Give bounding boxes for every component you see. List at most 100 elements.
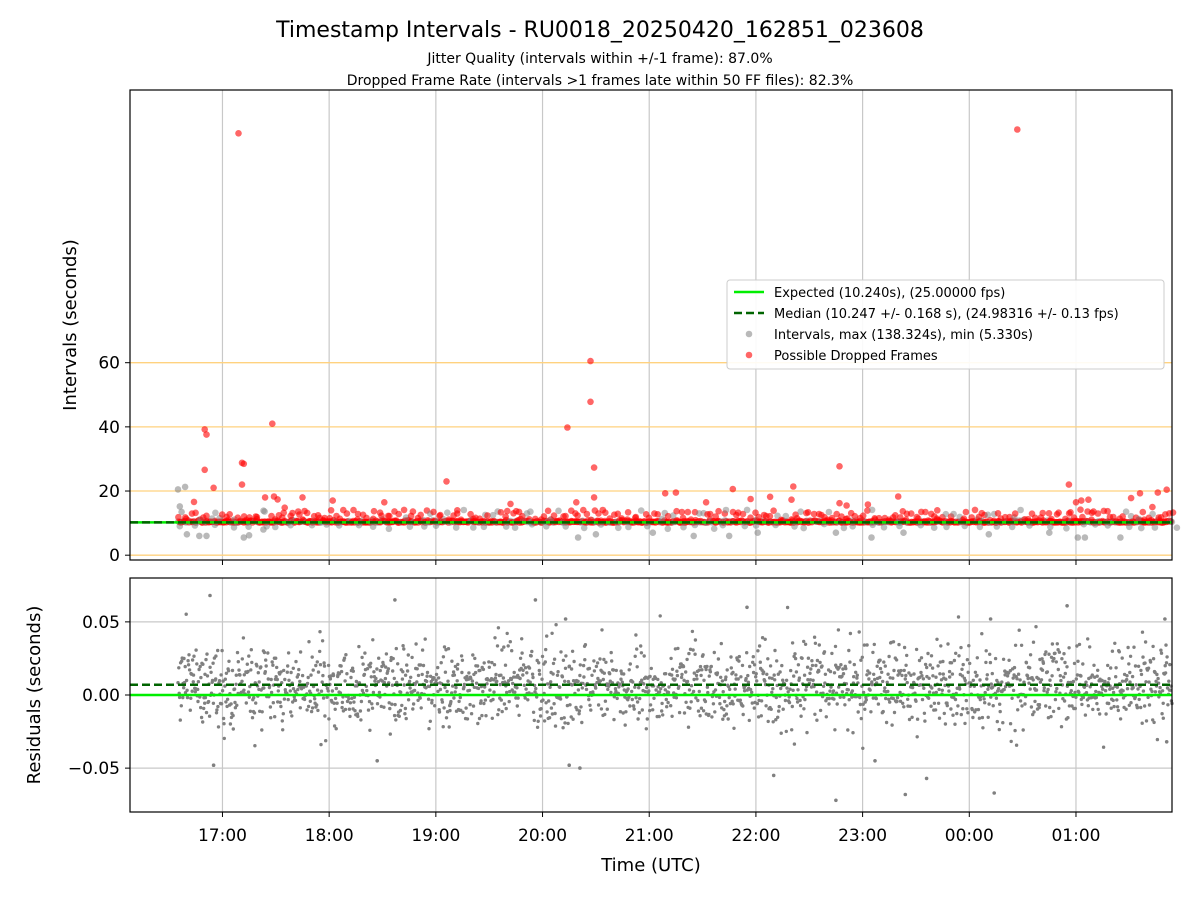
residual-point: [523, 696, 527, 700]
residual-point: [347, 697, 351, 701]
residual-point: [881, 679, 885, 684]
residual-point: [637, 686, 641, 690]
residual-point: [763, 679, 767, 683]
residual-point: [614, 668, 618, 673]
residual-point: [670, 714, 674, 718]
interval-point: [1151, 524, 1159, 531]
residual-point: [724, 675, 728, 679]
residual-point: [547, 716, 552, 720]
residual-point: [302, 685, 306, 689]
residual-point: [705, 685, 710, 689]
residual-point: [374, 676, 378, 681]
residual-point: [561, 726, 565, 730]
residual-point: [936, 664, 940, 668]
residual-point: [1046, 687, 1050, 692]
residual-point: [388, 706, 392, 711]
residual-point: [824, 715, 828, 719]
residual-point: [296, 687, 300, 692]
residual-point: [613, 687, 618, 691]
residual-point: [670, 667, 675, 671]
dropped-frame-point: [1045, 510, 1053, 517]
residual-point: [1079, 674, 1083, 678]
residual-point: [602, 671, 606, 675]
residual-point: [582, 675, 586, 679]
residual-point: [477, 716, 482, 721]
residual-point: [450, 659, 454, 663]
dropped-frame-point: [386, 512, 393, 520]
residual-point: [321, 696, 326, 700]
residual-point: [642, 682, 646, 686]
residual-point: [360, 655, 364, 660]
residual-point: [656, 677, 660, 682]
residual-point: [959, 712, 963, 717]
residual-point: [549, 706, 554, 710]
residual-point: [544, 647, 548, 652]
dropped-frame-point: [766, 512, 774, 520]
residual-point: [618, 682, 622, 687]
dropped-frame-point: [793, 515, 801, 522]
residual-point: [580, 720, 584, 725]
interval-point: [543, 523, 550, 530]
residual-point: [802, 673, 807, 677]
residual-point: [453, 664, 458, 669]
residual-point: [516, 696, 520, 700]
residual-point: [527, 666, 532, 670]
residual-point: [220, 648, 224, 653]
residual-point: [698, 664, 703, 669]
residual-point: [651, 708, 655, 712]
residual-point: [631, 704, 636, 708]
dropped-frame-point: [587, 357, 594, 365]
residual-point: [423, 637, 427, 641]
residual-point: [751, 655, 755, 659]
residual-point: [204, 657, 208, 662]
residual-point: [357, 644, 361, 649]
residual-point: [920, 674, 924, 678]
residual-point: [847, 648, 851, 653]
residual-point: [592, 669, 597, 673]
residual-point: [701, 709, 706, 713]
residual-point: [195, 662, 199, 666]
residual-point: [687, 688, 692, 692]
dropped-frame-point: [226, 511, 233, 518]
dropped-frame-point: [280, 509, 288, 517]
residual-point: [1031, 640, 1036, 644]
residual-point: [321, 673, 325, 678]
residual-point: [752, 706, 756, 710]
dropped-frame-point: [274, 496, 281, 503]
residual-point: [177, 695, 182, 700]
residual-point: [560, 675, 565, 679]
interval-point: [849, 523, 856, 530]
residual-point: [623, 723, 627, 727]
residual-point: [659, 687, 663, 691]
interval-point: [444, 509, 451, 516]
residual-point: [578, 663, 582, 667]
residual-point: [316, 708, 320, 713]
residual-point: [675, 669, 679, 673]
residual-outlier-point: [745, 605, 749, 610]
residual-point: [222, 736, 226, 741]
residual-point: [667, 685, 671, 689]
residual-point: [351, 669, 355, 673]
interval-point: [432, 522, 440, 529]
residual-point: [464, 706, 468, 710]
residual-point: [701, 653, 705, 657]
dropped-frame-point: [532, 515, 539, 523]
residual-point: [286, 651, 291, 655]
residual-point: [804, 688, 808, 692]
residual-point: [1103, 679, 1107, 684]
residual-point: [319, 689, 324, 693]
residual-point: [965, 707, 969, 711]
residual-point: [922, 711, 927, 715]
residual-point: [189, 696, 193, 700]
residual-point: [963, 721, 967, 726]
residual-point: [888, 700, 892, 704]
residual-point: [1001, 721, 1005, 725]
dropped-frame-point: [235, 130, 242, 137]
residual-point: [361, 662, 365, 666]
residual-point: [975, 656, 979, 660]
residual-point: [551, 661, 556, 666]
residual-point: [978, 678, 982, 682]
residual-point: [280, 719, 284, 723]
x-tick-label: 00:00: [945, 826, 994, 846]
residual-point: [1111, 690, 1116, 695]
